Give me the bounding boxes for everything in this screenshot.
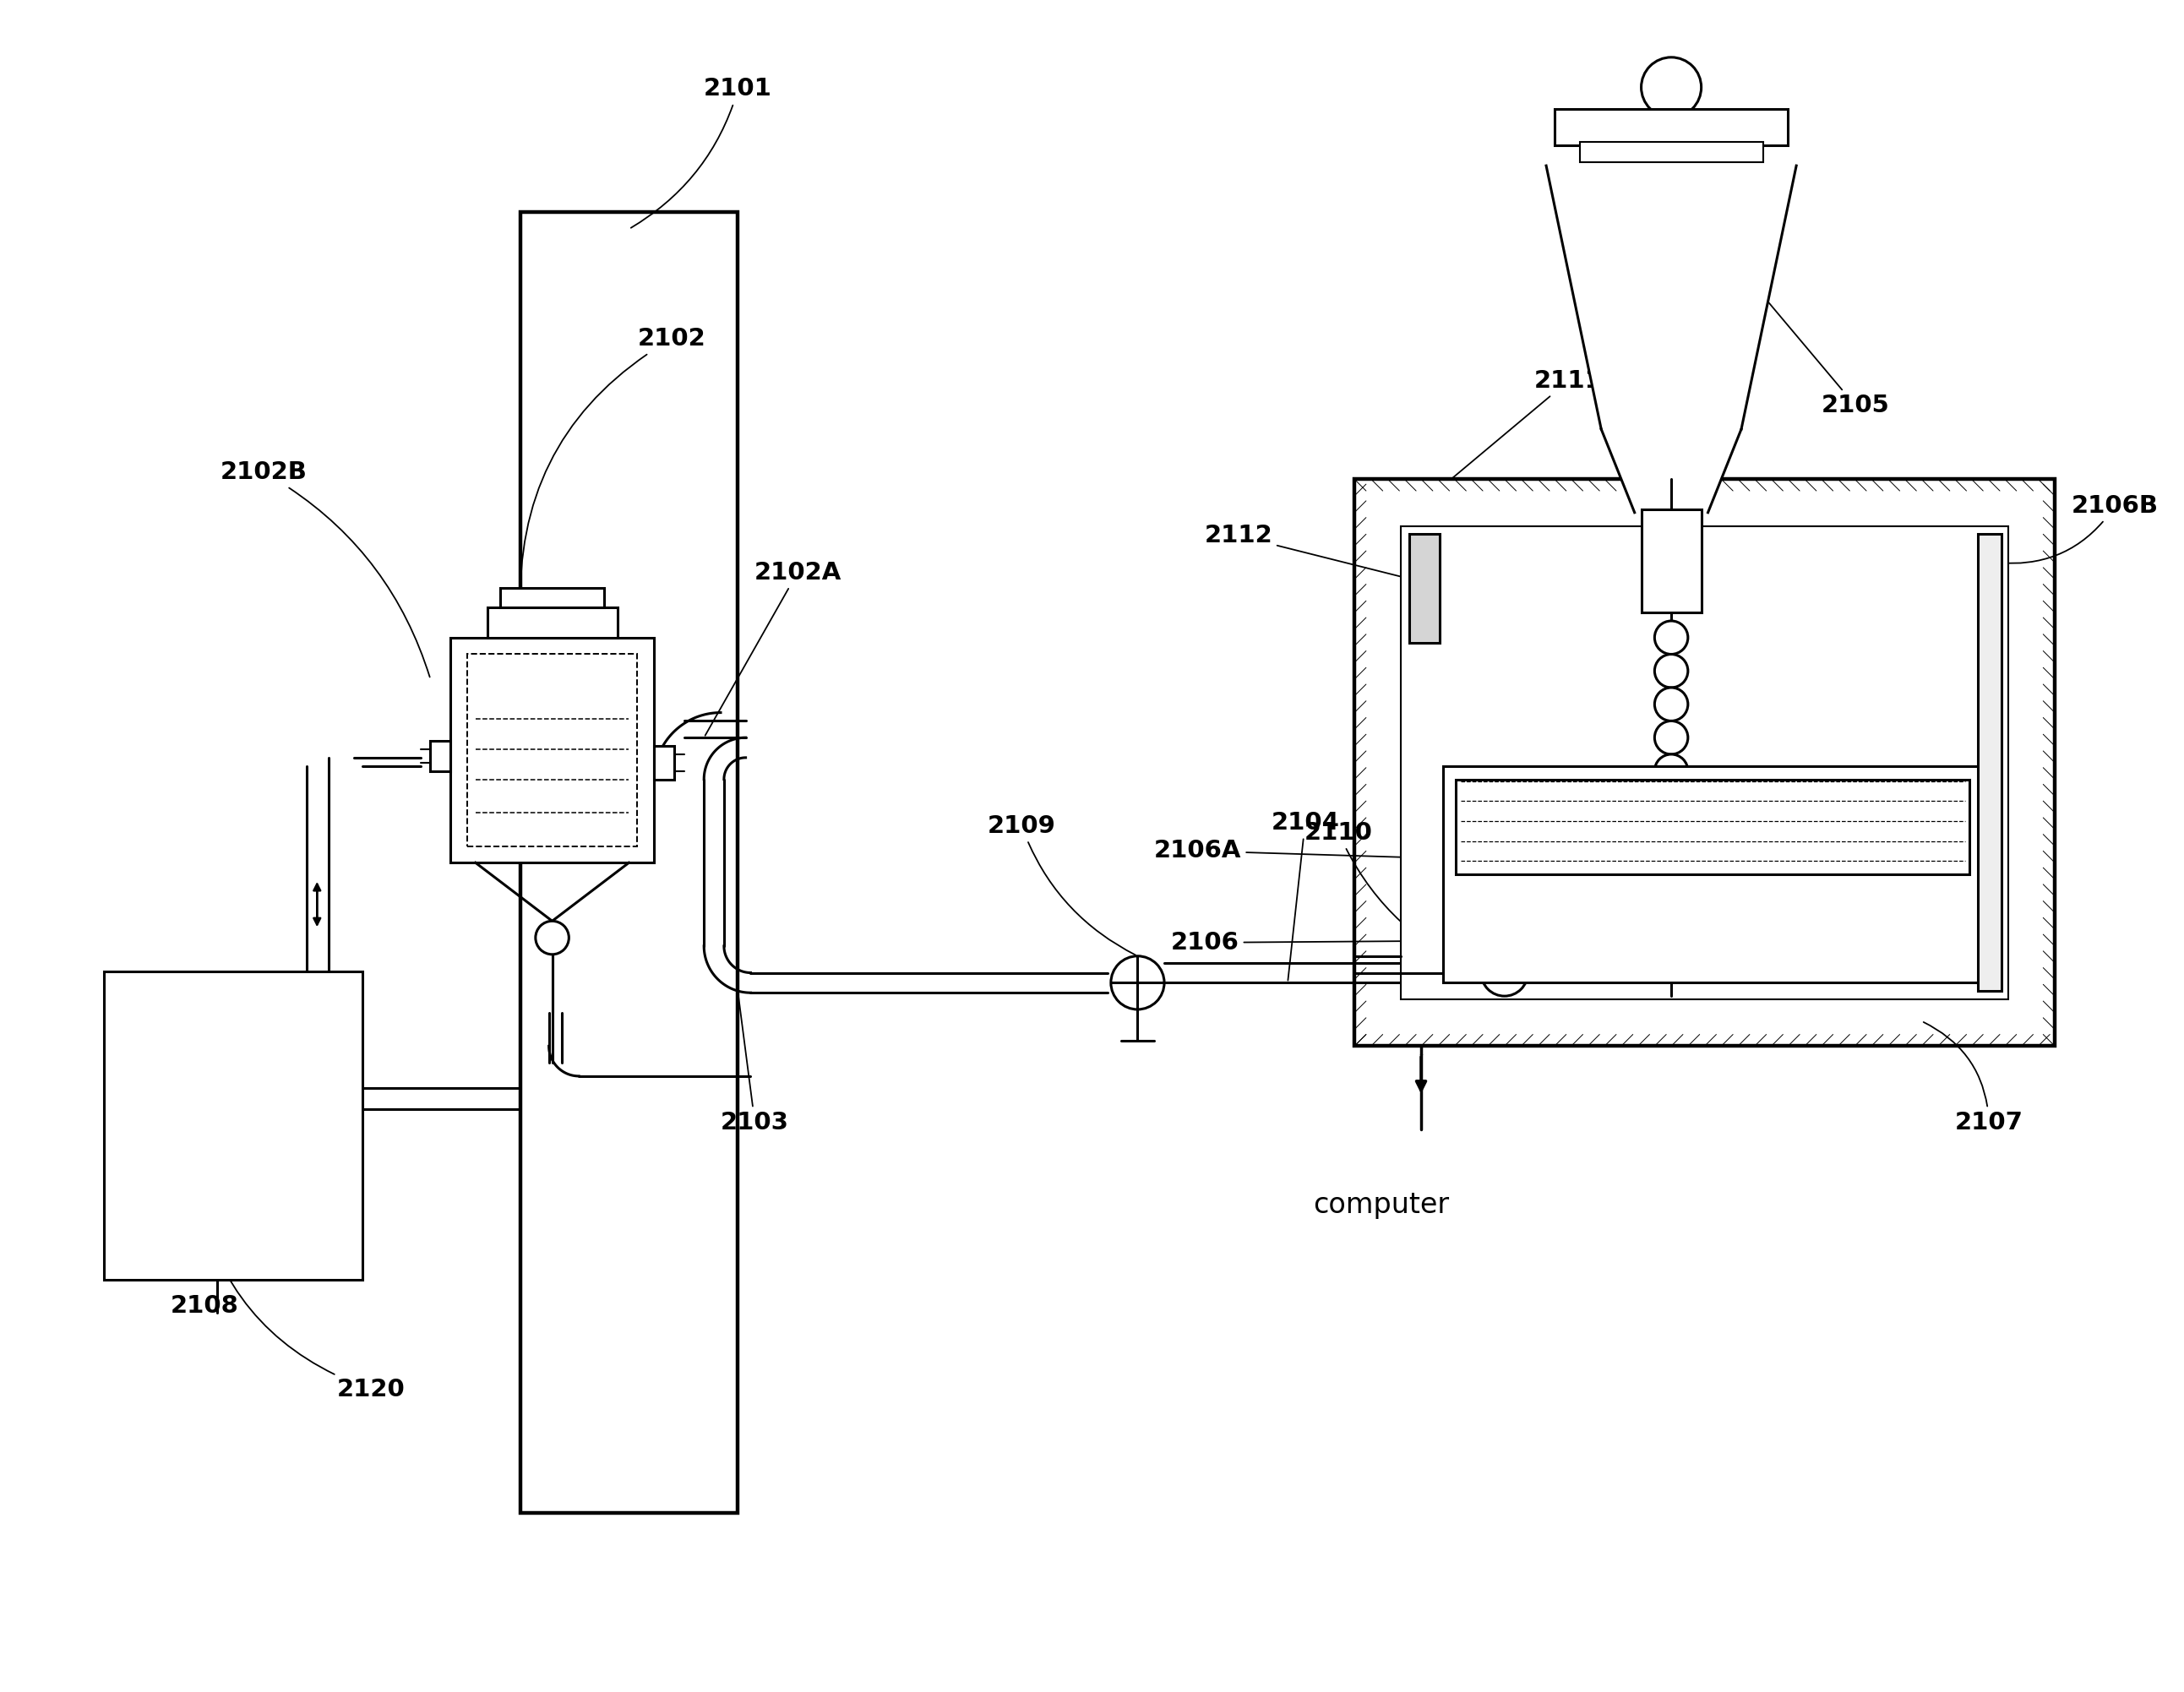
Bar bbox=[103, 971, 363, 1279]
Bar bbox=[1354, 479, 2055, 1046]
Text: 2110: 2110 bbox=[1304, 821, 1479, 971]
Circle shape bbox=[1655, 621, 1688, 655]
Bar bbox=[450, 638, 653, 863]
Bar bbox=[1640, 509, 1701, 613]
Bar bbox=[1457, 780, 1970, 875]
Text: 2102B: 2102B bbox=[221, 460, 430, 677]
Bar bbox=[1555, 108, 1789, 146]
Bar bbox=[1979, 535, 2001, 992]
Text: 2105: 2105 bbox=[1765, 298, 1889, 418]
Text: computer: computer bbox=[1313, 1191, 1448, 1218]
Text: 2102A: 2102A bbox=[705, 560, 841, 736]
Bar bbox=[1444, 766, 1983, 983]
Circle shape bbox=[1481, 949, 1529, 997]
Text: 2104: 2104 bbox=[1271, 810, 1339, 980]
Text: 2120: 2120 bbox=[197, 1181, 406, 1401]
Circle shape bbox=[1112, 956, 1164, 1010]
Text: 2106B: 2106B bbox=[1996, 494, 2158, 563]
Bar bbox=[487, 607, 618, 638]
Circle shape bbox=[535, 920, 568, 954]
Circle shape bbox=[1655, 687, 1688, 721]
Text: 2102: 2102 bbox=[520, 327, 705, 611]
Text: 2103: 2103 bbox=[721, 990, 788, 1135]
Text: 2106: 2106 bbox=[1171, 931, 1415, 954]
Bar bbox=[467, 655, 638, 846]
Polygon shape bbox=[1546, 166, 1795, 430]
Bar bbox=[430, 741, 450, 772]
Text: 2106A: 2106A bbox=[1155, 839, 1415, 863]
Text: 2101: 2101 bbox=[631, 78, 773, 228]
Bar bbox=[1579, 142, 1762, 162]
Bar bbox=[520, 213, 738, 1513]
Text: 2111: 2111 bbox=[1452, 369, 1603, 477]
Bar bbox=[1409, 535, 1439, 643]
Bar bbox=[1402, 526, 2007, 1000]
Bar bbox=[500, 587, 605, 607]
Polygon shape bbox=[1601, 430, 1741, 513]
Circle shape bbox=[1655, 755, 1688, 788]
Text: 2109: 2109 bbox=[987, 814, 1136, 954]
Circle shape bbox=[1655, 655, 1688, 687]
Text: 2112: 2112 bbox=[1203, 525, 1428, 584]
Bar bbox=[653, 746, 675, 780]
Circle shape bbox=[1640, 58, 1701, 117]
Text: 2108: 2108 bbox=[170, 1294, 238, 1318]
Circle shape bbox=[1655, 721, 1688, 755]
Text: 2107: 2107 bbox=[1924, 1022, 2022, 1135]
